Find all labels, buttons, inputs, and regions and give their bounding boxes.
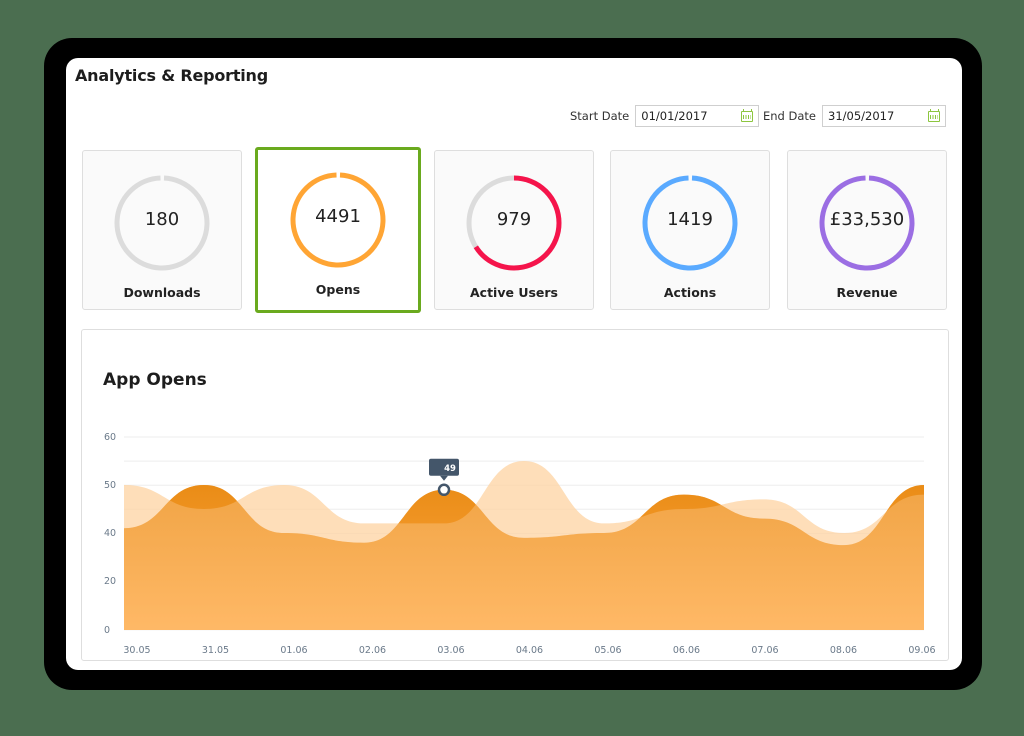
kpi-card-actions[interactable]: 1419 Actions bbox=[610, 150, 770, 310]
kpi-value: 979 bbox=[496, 209, 532, 230]
calendar-icon[interactable] bbox=[741, 108, 754, 122]
kpi-card-revenue[interactable]: £33,530 Revenue bbox=[787, 150, 947, 310]
start-date-group: Start Date 01/01/2017 bbox=[570, 105, 760, 127]
kpi-label: Active Users bbox=[470, 285, 558, 300]
kpi-value: 180 bbox=[144, 209, 180, 230]
end-date-group: End Date 31/05/2017 bbox=[763, 105, 946, 127]
y-tick-label: 0 bbox=[104, 625, 110, 636]
x-tick-label: 05.06 bbox=[594, 645, 621, 656]
x-tick-label: 30.05 bbox=[123, 645, 150, 656]
kpi-value: £33,530 bbox=[829, 209, 905, 230]
app-opens-chart: 0 20 40 50 60 30.05 31.05 01.06 02.06 03.06 04.06 0… bbox=[104, 432, 936, 656]
kpi-card-downloads[interactable]: 180 Downloads bbox=[82, 150, 242, 310]
page-title: Analytics & Reporting bbox=[75, 66, 269, 85]
kpi-card-opens[interactable]: 4491 Opens bbox=[255, 147, 421, 313]
x-tick-label: 02.06 bbox=[359, 645, 386, 656]
tooltip: 49 bbox=[429, 458, 459, 481]
x-tick-label: 08.06 bbox=[830, 645, 857, 656]
x-tick-label: 03.06 bbox=[437, 645, 464, 656]
kpi-label: Actions bbox=[663, 285, 717, 300]
app-opens-panel: App Opens 0 20 40 50 60 30.05 31.05 01.06 02.06 0… bbox=[81, 329, 949, 661]
y-tick-label: 20 bbox=[104, 576, 116, 587]
data-point-marker[interactable] bbox=[437, 483, 451, 497]
x-tick-label: 31.05 bbox=[202, 645, 229, 656]
kpi-ring-icon bbox=[114, 175, 210, 271]
x-tick-label: 07.06 bbox=[751, 645, 778, 656]
y-tick-label: 60 bbox=[104, 432, 116, 443]
x-tick-label: 09.06 bbox=[908, 645, 935, 656]
start-date-value: 01/01/2017 bbox=[641, 109, 708, 123]
start-date-label: Start Date bbox=[570, 109, 630, 123]
y-tick-label: 40 bbox=[104, 528, 116, 539]
kpi-card-active-users[interactable]: 979 Active Users bbox=[434, 150, 594, 310]
x-tick-label: 04.06 bbox=[516, 645, 543, 656]
kpi-label: Revenue bbox=[836, 285, 898, 300]
kpi-label: Downloads bbox=[123, 285, 201, 300]
analytics-window: Analytics & Reporting Start Date 01/01/2… bbox=[66, 58, 962, 670]
x-tick-label: 01.06 bbox=[280, 645, 307, 656]
y-tick-label: 50 bbox=[104, 480, 116, 491]
kpi-ring-icon bbox=[290, 172, 386, 268]
kpi-ring-icon bbox=[819, 175, 915, 271]
kpi-ring-icon bbox=[466, 175, 562, 271]
calendar-icon[interactable] bbox=[928, 108, 940, 122]
end-date-input[interactable]: 31/05/2017 bbox=[822, 105, 946, 127]
kpi-ring-icon bbox=[642, 175, 738, 271]
x-tick-label: 06.06 bbox=[673, 645, 700, 656]
chart-title: App Opens bbox=[103, 370, 207, 390]
svg-text:49: 49 bbox=[444, 464, 456, 474]
end-date-value: 31/05/2017 bbox=[828, 109, 895, 123]
kpi-value: 4491 bbox=[315, 206, 361, 227]
kpi-label: Opens bbox=[315, 282, 361, 297]
series-dark-overlay bbox=[124, 485, 924, 630]
end-date-label: End Date bbox=[763, 109, 816, 123]
kpi-value: 1419 bbox=[667, 209, 713, 230]
start-date-input[interactable]: 01/01/2017 bbox=[635, 105, 760, 127]
